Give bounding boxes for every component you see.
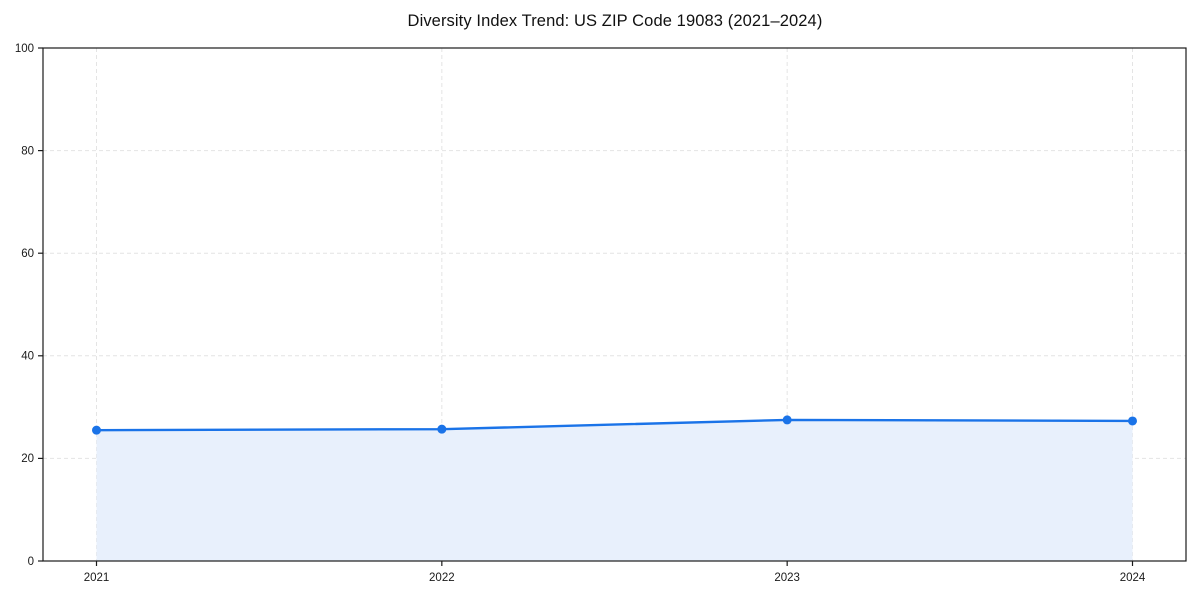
y-tick-label-40: 40 (21, 351, 34, 363)
x-tick-label-2023: 2023 (774, 572, 800, 584)
area-fill (96, 419, 1133, 561)
data-point-2023 (782, 415, 792, 425)
y-tick-label-20: 20 (21, 453, 34, 465)
y-tick-label-0: 0 (28, 556, 34, 568)
x-tick-label-2021: 2021 (84, 572, 110, 584)
data-point-2021 (92, 425, 101, 435)
trend-line (95, 418, 1134, 432)
data-point-2022 (437, 424, 447, 434)
y-tick-label-100: 100 (15, 43, 34, 55)
data-point-2024 (1128, 416, 1137, 426)
y-tick-label-60: 60 (21, 248, 34, 260)
x-tick-label-2024: 2024 (1120, 572, 1146, 584)
y-tick-label-80: 80 (21, 145, 34, 157)
plot-border (42, 47, 1187, 562)
chart-title: Diversity Index Trend: US ZIP Code 19083… (407, 12, 823, 30)
x-tick-label-2022: 2022 (429, 572, 455, 584)
